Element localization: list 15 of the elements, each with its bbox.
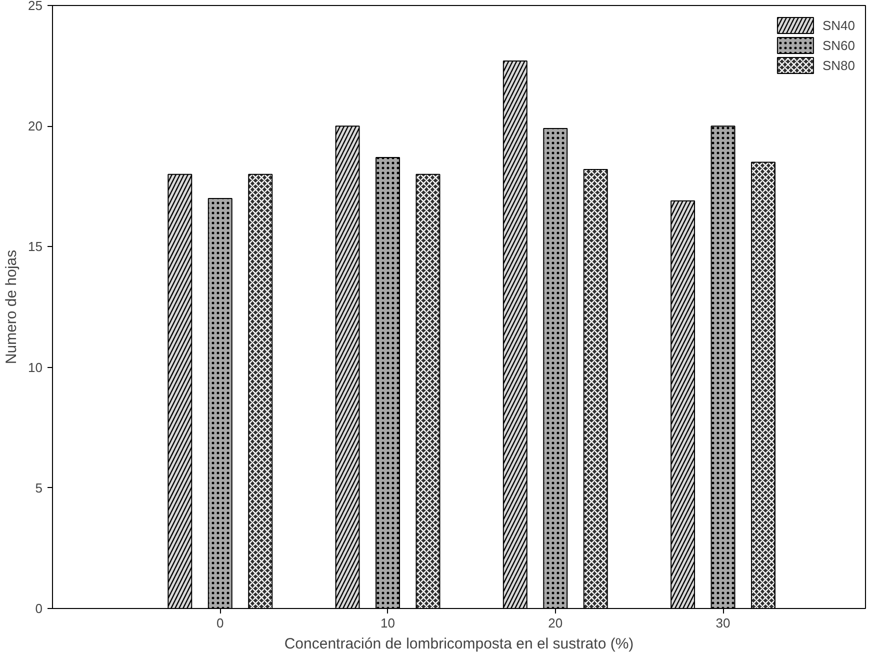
x-axis-title: Concentración de lombricomposta en el sustrato (%) [284, 636, 634, 652]
y-tick-label: 10 [28, 360, 43, 375]
y-axis-title: Numero de hojas [3, 250, 20, 364]
legend-label: SN60 [822, 38, 855, 52]
x-tick-label: 0 [216, 616, 224, 630]
y-tick-label: 25 [28, 0, 43, 13]
y-tick-label: 15 [28, 239, 43, 254]
x-tick-label: 20 [548, 616, 563, 630]
y-tick-label: 20 [28, 118, 43, 134]
y-tick-label: 0 [35, 601, 43, 616]
x-tick-label: 30 [716, 616, 730, 630]
x-tick-label: 10 [380, 616, 395, 630]
y-tick-label: 5 [35, 480, 43, 496]
legend-label: SN40 [822, 18, 855, 32]
legend-label: SN80 [822, 58, 855, 72]
